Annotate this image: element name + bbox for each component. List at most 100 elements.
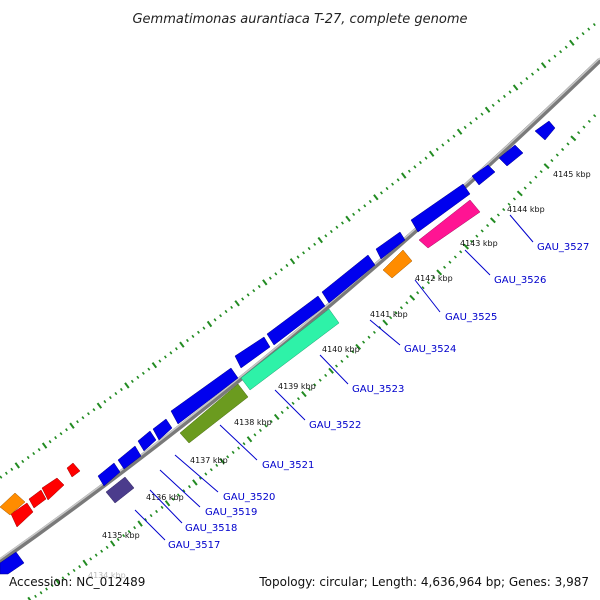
minor-tick [379,191,383,195]
kbp-label: 4138 kbp [234,418,272,427]
minor-tick [534,175,538,179]
minor-tick [368,199,372,204]
minor-tick [141,371,145,375]
kbp-label: 4145 kbp [553,170,591,179]
gene-label-gau-3522[interactable]: GAU_3522 [309,420,361,431]
gene-arrow[interactable] [382,249,413,279]
minor-tick [149,513,153,518]
minor-tick [405,301,409,305]
minor-tick [258,428,262,433]
kbp-label: 4140 kbp [322,345,360,354]
minor-tick [185,338,189,343]
gene-label-gau-3519[interactable]: GAU_3519 [205,507,257,518]
minor-tick [264,424,268,428]
minor-tick [362,340,366,344]
minor-tick [508,90,512,94]
minor-tick [512,197,516,201]
minor-tick [351,350,355,354]
gene-arrow[interactable] [418,199,481,249]
minor-tick [357,208,361,212]
gene-label-gau-3525[interactable]: GAU_3525 [445,312,497,323]
major-tick [179,341,185,348]
minor-tick [86,412,90,416]
minor-tick [169,351,173,355]
gene-arrow[interactable] [152,418,173,441]
map-title: Gemmatimonas aurantiaca T-27, complete g… [132,12,467,27]
major-tick [206,320,213,328]
kbp-label: 4141 kbp [370,310,408,319]
minor-tick [340,359,344,363]
minor-tick [530,72,535,76]
minor-tick [391,182,395,186]
minor-tick [372,330,376,334]
minor-tick [26,455,30,460]
gene-arrow[interactable] [10,502,34,528]
major-tick [164,500,171,507]
major-tick [543,163,550,170]
minor-tick [45,587,48,591]
minor-tick [252,289,256,293]
gene-arrow[interactable] [471,164,496,186]
minor-tick [108,396,112,400]
minor-tick [59,432,63,436]
major-tick [273,413,280,421]
gene-label-gau-3518[interactable]: GAU_3518 [185,523,237,534]
gene-arrow[interactable] [179,383,249,444]
minor-tick [196,330,200,334]
minor-tick [480,229,484,233]
gene-arrow[interactable] [234,336,271,369]
gene-label-gau-3527[interactable]: GAU_3527 [537,242,589,253]
gene-arrow[interactable] [0,551,25,575]
gene-arrow[interactable] [137,430,157,452]
genome-summary-text: Topology: circular; Length: 4,636,964 bp… [258,575,589,589]
gene-arrow[interactable] [117,445,142,470]
gene-arrow[interactable] [105,476,135,504]
minor-tick [523,186,527,190]
gene-label-gau-3517[interactable]: GAU_3517 [168,540,220,551]
minor-tick [389,316,393,320]
gene-label-gau-3526[interactable]: GAU_3526 [494,275,546,286]
minor-tick [475,234,479,238]
minor-tick [226,455,230,459]
gene-arrow[interactable] [321,254,376,304]
minor-tick [307,387,311,392]
minor-tick [136,375,140,379]
major-tick [484,106,491,113]
minor-tick [242,442,246,446]
minor-tick [566,142,570,146]
minor-tick [418,160,422,165]
gene-arrow[interactable] [170,367,239,425]
minor-tick [385,186,389,191]
minor-tick [307,246,311,251]
minor-tick [119,387,123,392]
gene-arrow[interactable] [534,120,556,141]
gene-label-gau-3523[interactable]: GAU_3523 [352,384,404,395]
gene-arrow[interactable] [97,462,121,487]
minor-tick [592,22,596,27]
minor-tick [550,159,554,163]
gene-arrow[interactable] [266,295,326,346]
minor-tick [171,497,175,501]
gene-arrow[interactable] [240,308,340,391]
gene-label-gau-3524[interactable]: GAU_3524 [404,344,456,355]
minor-tick [81,416,85,420]
major-tick [151,362,158,369]
gene-arrow[interactable] [498,144,524,167]
gene-label-gau-3521[interactable]: GAU_3521 [262,460,314,471]
gene-arrow[interactable] [0,492,26,516]
gene-arrow[interactable] [410,183,471,233]
gene-arrow[interactable] [66,462,81,478]
gene-arrow[interactable] [28,489,47,509]
minor-tick [39,591,43,595]
gene-arrow[interactable] [375,231,406,260]
minor-tick [133,526,137,530]
minor-tick [559,50,563,54]
kbp-labels: 4134 kbp 4135 kbp 4136 kbp 4137 kbp 4138… [88,170,591,580]
gene-label-gau-3520[interactable]: GAU_3520 [223,492,275,503]
gene-arrow[interactable] [41,477,65,501]
genome-backbone [0,57,600,564]
minor-tick [103,400,107,404]
edge-genes [0,462,81,575]
minor-tick [581,31,585,36]
minor-tick [122,534,126,538]
